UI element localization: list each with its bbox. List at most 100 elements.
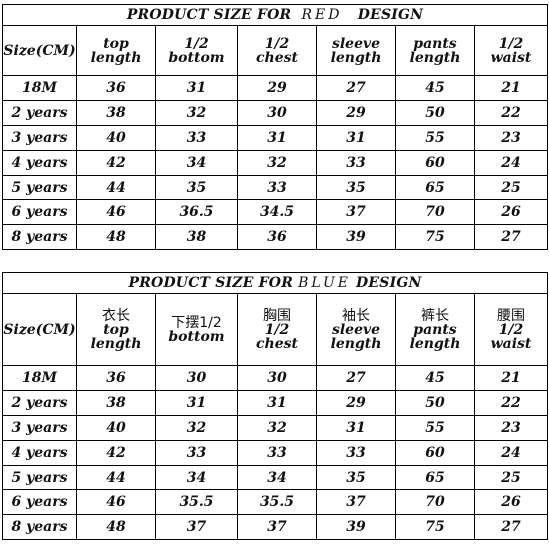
header-row: Size(CM) top length 1/2 bottom 1/2 chest sl…	[2, 25, 548, 76]
table-row: 8 years 48 37 37 39 75 27	[2, 514, 548, 541]
measurement-cell: 31	[155, 75, 238, 101]
measurement-cell: 60	[395, 439, 475, 466]
measurement-cell: 27	[474, 514, 548, 541]
title-prefix: PRODUCT SIZE FOR	[128, 275, 294, 291]
measurement-cell: 33	[155, 439, 238, 466]
measurement-cell: 22	[474, 389, 548, 416]
measurement-cell: 31	[155, 389, 238, 416]
measurement-cell: 33	[237, 174, 317, 201]
measurement-cell: 30	[155, 365, 238, 391]
table-row: 8 years 48 38 36 39 75 27	[2, 224, 548, 251]
measurement-cell: 46	[76, 489, 156, 516]
measurement-cell: 70	[395, 199, 475, 226]
measurement-cell: 29	[237, 75, 317, 101]
header-half-bottom: 下摆1/2 bottom	[155, 293, 238, 366]
measurement-cell: 36	[237, 224, 317, 251]
measurement-cell: 24	[474, 439, 548, 466]
measurement-cell: 27	[474, 224, 548, 251]
table-title: PRODUCT SIZE FOR BLUE DESIGN	[2, 272, 548, 294]
measurement-cell: 26	[474, 489, 548, 516]
header-half-chest: 1/2 chest	[237, 25, 317, 76]
red-design-size-table: PRODUCT SIZE FOR RED DESIGN Size(CM) top…	[2, 4, 548, 251]
measurement-cell: 29	[316, 389, 396, 416]
measurement-cell: 44	[76, 174, 156, 201]
header-half-waist: 1/2 waist	[474, 25, 548, 76]
header-half-waist: 腰围 1/2 waist	[474, 293, 548, 366]
measurement-cell: 37	[316, 199, 396, 226]
measurement-cell: 34	[155, 464, 238, 491]
title-suffix: DESIGN	[357, 7, 424, 23]
measurement-cell: 38	[155, 224, 238, 251]
table-row: 3 years 40 32 32 31 55 23	[2, 414, 548, 441]
title-prefix: PRODUCT SIZE FOR	[126, 7, 292, 23]
fragment-text-2: 2d	[84, 0, 98, 2]
header-row: Size(CM) 衣长 top length 下摆1/2 bottom 胸围 1/2 ch…	[2, 293, 548, 366]
size-cell: 8 years	[2, 224, 77, 251]
measurement-cell: 34	[237, 464, 317, 491]
measurement-cell: 38	[76, 99, 156, 126]
measurement-cell: 32	[155, 99, 238, 126]
measurement-cell: 36	[76, 365, 156, 391]
measurement-cell: 34.5	[237, 199, 317, 226]
cropped-header-fragment: Fa 2d	[0, 0, 549, 4]
measurement-cell: 33	[316, 149, 396, 176]
measurement-cell: 31	[237, 389, 317, 416]
header-top-length: top length	[76, 25, 156, 76]
measurement-cell: 34	[155, 149, 238, 176]
measurement-cell: 33	[155, 124, 238, 151]
fragment-text-1: Fa	[46, 0, 59, 2]
table-row: 5 years 44 34 34 35 65 25	[2, 464, 548, 491]
measurement-cell: 75	[395, 224, 475, 251]
measurement-cell: 50	[395, 389, 475, 416]
measurement-cell: 31	[316, 414, 396, 441]
size-cell: 8 years	[2, 514, 77, 541]
header-sleeve-length: 袖长 sleeve length	[316, 293, 396, 366]
table-title-row: PRODUCT SIZE FOR BLUE DESIGN	[2, 272, 548, 294]
measurement-cell: 36	[76, 75, 156, 101]
header-sleeve-length: sleeve length	[316, 25, 396, 76]
measurement-cell: 23	[474, 414, 548, 441]
header-half-bottom: 1/2 bottom	[155, 25, 238, 76]
measurement-cell: 39	[316, 514, 396, 541]
size-cell: 4 years	[2, 439, 77, 466]
measurement-cell: 37	[155, 514, 238, 541]
title-color-word: RED	[301, 7, 343, 23]
table-row: 4 years 42 34 32 33 60 24	[2, 149, 548, 176]
measurement-cell: 21	[474, 365, 548, 391]
measurement-cell: 55	[395, 414, 475, 441]
measurement-cell: 40	[76, 414, 156, 441]
measurement-cell: 35	[316, 174, 396, 201]
measurement-cell: 21	[474, 75, 548, 101]
measurement-cell: 39	[316, 224, 396, 251]
measurement-cell: 42	[76, 439, 156, 466]
table-row: 3 years 40 33 31 31 55 23	[2, 124, 548, 151]
header-pants-length: pants length	[395, 25, 475, 76]
measurement-cell: 60	[395, 149, 475, 176]
measurement-cell: 35	[316, 464, 396, 491]
measurement-cell: 25	[474, 174, 548, 201]
table-row: 18M 36 31 29 27 45 21	[2, 75, 548, 101]
size-cell: 18M	[2, 75, 77, 101]
measurement-cell: 75	[395, 514, 475, 541]
measurement-cell: 33	[237, 439, 317, 466]
measurement-cell: 32	[237, 149, 317, 176]
measurement-cell: 30	[237, 99, 317, 126]
title-color-word: BLUE	[298, 275, 351, 291]
measurement-cell: 35.5	[237, 489, 317, 516]
table-row: 5 years 44 35 33 35 65 25	[2, 174, 548, 201]
measurement-cell: 55	[395, 124, 475, 151]
size-cell: 4 years	[2, 149, 77, 176]
measurement-cell: 24	[474, 149, 548, 176]
measurement-cell: 42	[76, 149, 156, 176]
measurement-cell: 37	[237, 514, 317, 541]
size-cell: 3 years	[2, 124, 77, 151]
header-top-length: 衣长 top length	[76, 293, 156, 366]
measurement-cell: 30	[237, 365, 317, 391]
measurement-cell: 48	[76, 224, 156, 251]
size-cell: 18M	[2, 365, 77, 391]
measurement-cell: 36.5	[155, 199, 238, 226]
measurement-cell: 32	[237, 414, 317, 441]
table-row: 4 years 42 33 33 33 60 24	[2, 439, 548, 466]
size-cell: 6 years	[2, 199, 77, 226]
measurement-cell: 46	[76, 199, 156, 226]
